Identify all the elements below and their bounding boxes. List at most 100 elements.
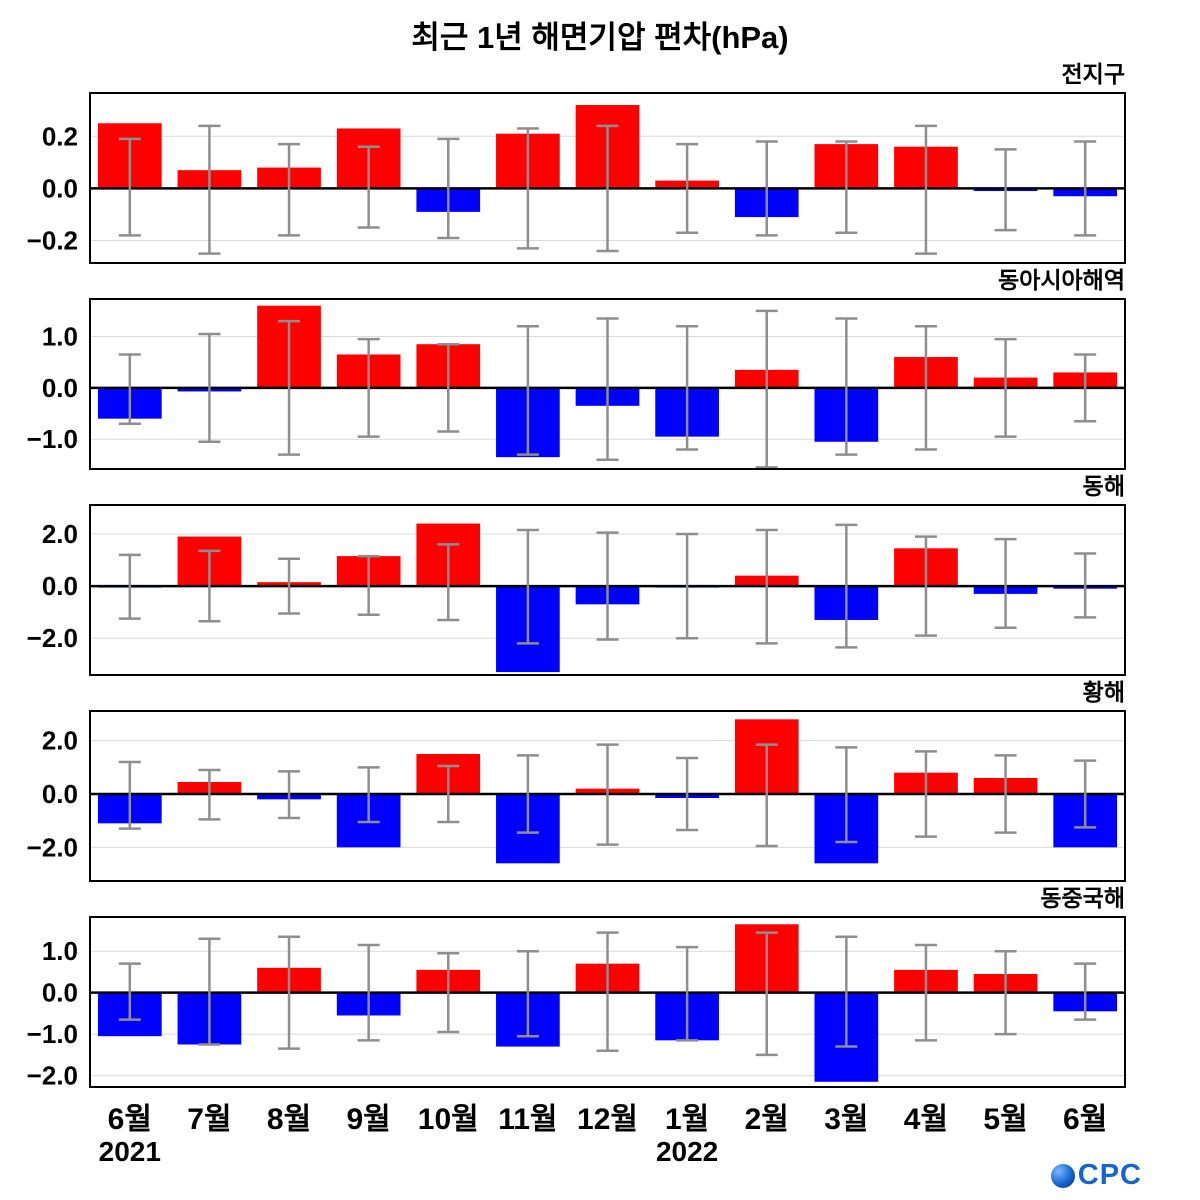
plot-border xyxy=(89,92,1126,264)
error-bar xyxy=(914,324,937,451)
x-tick-label: 7월 xyxy=(187,1103,232,1136)
panel-plot: 0.2 0.0 −0.2 xyxy=(27,92,1126,264)
error-bar xyxy=(198,768,221,821)
error-bar xyxy=(1074,552,1097,619)
error-bar xyxy=(914,535,937,637)
y-tick-label: 2.0 xyxy=(42,519,78,549)
plot-border xyxy=(89,298,1126,470)
error-bar xyxy=(278,557,301,615)
y-tick-label: 0.0 xyxy=(42,373,78,403)
error-bar xyxy=(278,142,301,237)
error-bar xyxy=(676,142,699,234)
y-tick-label: 0.0 xyxy=(42,779,78,809)
error-bar xyxy=(755,528,778,645)
panel-plot: 1.0 0.0 −1.0 xyxy=(27,298,1126,470)
error-bar xyxy=(437,764,460,824)
panel-plot: 1.0 0.0 −1.0 −2.0 xyxy=(27,916,1126,1088)
chart-panels: 전지구 0.2 0.0 −0.2 동아시아해역 1.0 0.0 −1.0 동해 2.0 0.0 −2.… xyxy=(0,58,1200,1088)
error-bar xyxy=(676,756,699,832)
error-bar xyxy=(596,124,619,253)
panel-plot: 2.0 0.0 −2.0 xyxy=(27,710,1126,882)
x-tick-label: 3월 xyxy=(824,1103,869,1136)
panel-label: 전지구 xyxy=(1061,61,1125,87)
y-tick-label: −2.0 xyxy=(27,832,78,862)
error-bar xyxy=(994,949,1017,1036)
x-tick-label: 4월 xyxy=(903,1103,949,1136)
y-tick-label: 2.0 xyxy=(42,726,78,756)
panel-plot: 2.0 0.0 −2.0 xyxy=(27,504,1126,676)
x-tick-label: 6월 xyxy=(107,1103,152,1136)
error-bar xyxy=(198,549,221,623)
error-bar xyxy=(1074,353,1097,423)
ocpc-logo: CPC xyxy=(1050,1159,1142,1192)
ocpc-globe-icon xyxy=(1050,1163,1075,1188)
error-bar xyxy=(357,766,380,824)
error-bar xyxy=(198,124,221,255)
error-bar xyxy=(994,537,1017,630)
x-tick-label: 10월 xyxy=(417,1103,479,1136)
y-tick-label: −1.0 xyxy=(27,424,78,454)
error-bar xyxy=(516,754,539,834)
error-bar xyxy=(516,949,539,1038)
error-bar xyxy=(357,145,380,229)
error-bar xyxy=(914,943,937,1042)
error-bar xyxy=(1074,140,1097,237)
year-axis-labels: 2021 2022 xyxy=(0,1134,1200,1176)
y-tick-label: 1.0 xyxy=(42,322,78,352)
error-bar xyxy=(516,528,539,645)
error-bar xyxy=(676,945,699,1042)
error-bar xyxy=(835,317,858,456)
error-bar xyxy=(278,770,301,820)
error-bar xyxy=(914,750,937,838)
y-tick-label: 1.0 xyxy=(42,936,78,966)
error-bar xyxy=(596,743,619,846)
x-tick-label: 11월 xyxy=(498,1103,558,1136)
error-bar xyxy=(516,127,539,250)
error-bar xyxy=(278,319,301,456)
x-tick-label: 5월 xyxy=(983,1103,1028,1136)
error-bar xyxy=(994,337,1017,438)
error-bar xyxy=(835,140,858,234)
error-bar xyxy=(994,148,1017,232)
x-tick-label: 9월 xyxy=(346,1103,391,1136)
error-bar xyxy=(118,760,141,830)
error-bar xyxy=(516,324,539,456)
error-bar xyxy=(357,554,380,617)
error-bar xyxy=(835,746,858,844)
error-bar xyxy=(835,935,858,1048)
error-bar xyxy=(118,353,141,426)
year-label: 2022 xyxy=(655,1136,719,1167)
year-label: 2021 xyxy=(98,1136,161,1167)
error-bar xyxy=(357,337,380,438)
y-tick-label: 0.0 xyxy=(42,571,78,601)
plot-border xyxy=(89,504,1126,676)
chart-panel: 동중국해 1.0 0.0 −1.0 −2.0 xyxy=(0,882,1200,1088)
error-bar xyxy=(118,553,141,620)
error-bar xyxy=(596,931,619,1052)
chart-panel: 동해 2.0 0.0 −2.0 xyxy=(0,470,1200,676)
error-bar xyxy=(755,743,778,848)
y-tick-label: 0.0 xyxy=(42,978,78,1008)
error-bar xyxy=(596,317,619,461)
y-tick-label: 0.0 xyxy=(42,173,78,203)
y-tick-label: −1.0 xyxy=(27,1019,78,1049)
chart-title: 최근 1년 해면기압 편차(hPa) xyxy=(411,20,789,55)
x-tick-label: 8월 xyxy=(266,1103,312,1136)
panel-label: 황해 xyxy=(1082,679,1125,705)
y-tick-label: −0.2 xyxy=(27,226,78,256)
y-tick-label: 0.2 xyxy=(42,121,78,151)
x-tick-label: 2월 xyxy=(744,1103,789,1136)
chart-panel: 전지구 0.2 0.0 −0.2 xyxy=(0,58,1200,264)
error-bar xyxy=(118,962,141,1021)
error-bar xyxy=(437,342,460,433)
error-bar xyxy=(437,543,460,622)
chart-panel: 황해 2.0 0.0 −2.0 xyxy=(0,676,1200,882)
error-bar xyxy=(118,137,141,237)
panel-label: 동해 xyxy=(1082,473,1125,499)
x-tick-label: 6월 xyxy=(1063,1103,1108,1136)
error-bar xyxy=(676,532,699,640)
error-bar xyxy=(198,332,221,444)
error-bar xyxy=(1074,962,1097,1021)
error-bar xyxy=(437,952,460,1034)
